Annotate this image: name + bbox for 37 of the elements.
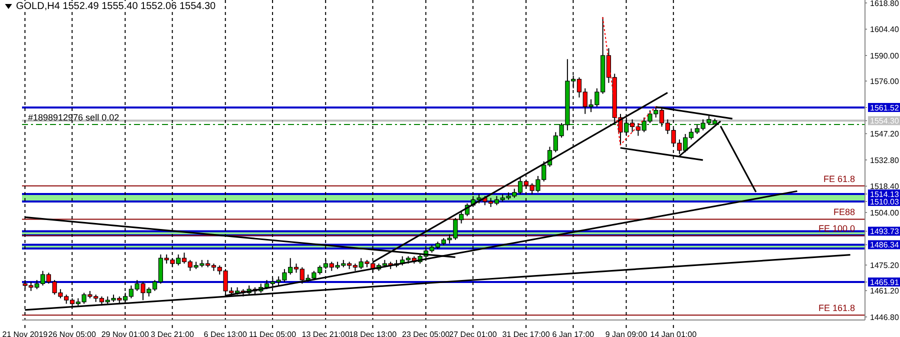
y-tick-label: 1604.40 [870, 25, 900, 34]
y-tick-label: 1446.80 [870, 312, 900, 322]
ref-line-label: #1898912976 sell 0.02 [28, 112, 120, 122]
chart-title: GOLD,H4 1552.49 1555.40 1552.06 1554.30 [16, 1, 216, 12]
x-tick-label: 14 Jan 01:00 [650, 330, 698, 337]
x-tick-label: 23 Dec 05:00 [402, 330, 450, 337]
y-tick-label: 1518.40 [870, 182, 900, 192]
y-tick-label: 1576.00 [870, 77, 900, 86]
y-tick-label: 1493.73 [870, 227, 900, 236]
x-tick-label: 26 Nov 05:00 [48, 330, 96, 337]
y-tick-label: 1554.30 [870, 116, 900, 126]
y-tick-label: 1486.34 [870, 240, 900, 250]
ref-line-label: FE88 [833, 207, 855, 218]
y-tick-label: 1465.91 [870, 278, 900, 288]
x-tick-label: 3 Dec 21:00 [150, 330, 194, 337]
x-tick-label: 29 Nov 01:00 [101, 330, 150, 337]
ref-line-label: FE 161.8 [818, 303, 855, 314]
x-tick-label: 18 Dec 13:00 [348, 330, 398, 337]
y-tick-label: 1590.00 [870, 51, 900, 60]
x-tick-label: 6 Dec 13:00 [204, 330, 248, 337]
y-tick-label: 1514.13 [870, 190, 900, 199]
x-tick-label: 31 Dec 17:00 [502, 330, 550, 337]
x-tick-label: 11 Dec 05:00 [249, 330, 297, 337]
y-tick-label: 1532.80 [870, 156, 900, 165]
x-tick-label: 21 Nov 2019 [2, 330, 48, 337]
ref-line-label: FE 61.8 [823, 174, 855, 184]
y-tick-label: 1461.20 [870, 286, 900, 296]
y-tick-label: 1475.20 [870, 261, 900, 270]
y-tick-label: 1510.03 [870, 197, 900, 206]
y-tick-label: 1561.52 [870, 103, 900, 112]
y-tick-label: 1547.20 [870, 130, 900, 139]
x-tick-label: 6 Jan 17:00 [552, 330, 595, 337]
x-tick-label: 27 Dec 01:00 [449, 330, 498, 337]
y-tick-label: 1504.00 [870, 208, 900, 218]
y-tick-label: 1618.80 [870, 0, 900, 8]
x-tick-label: 13 Dec 21:00 [302, 330, 350, 337]
x-tick-label: 9 Jan 09:00 [605, 330, 648, 337]
